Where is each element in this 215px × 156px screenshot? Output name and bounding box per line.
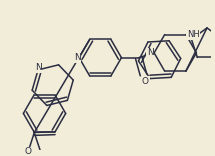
Text: O: O	[142, 77, 149, 86]
Text: N: N	[74, 53, 81, 62]
Text: N: N	[147, 48, 154, 57]
Text: O: O	[25, 147, 32, 156]
Text: NH: NH	[187, 30, 200, 39]
Text: N: N	[35, 63, 41, 73]
